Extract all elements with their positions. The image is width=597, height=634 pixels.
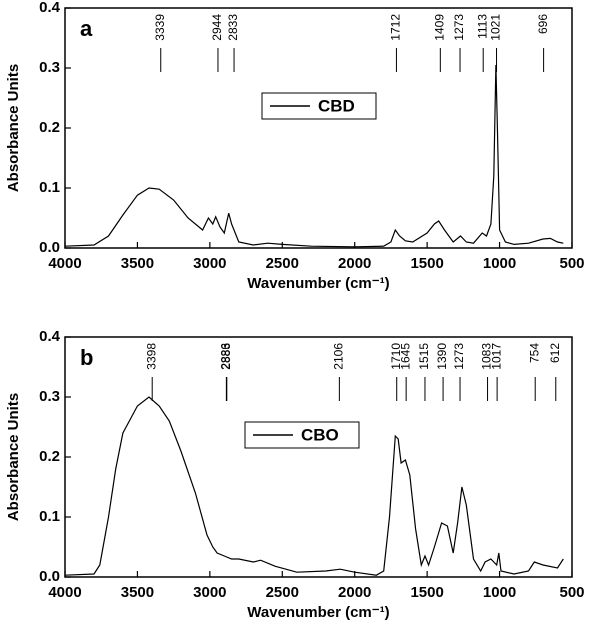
x-tick-label: 1500 [410, 255, 443, 272]
x-tick-label: 1000 [483, 584, 516, 601]
peak-label: 2944 [210, 14, 224, 41]
peak-label: 3339 [153, 14, 167, 41]
peak-label: 2833 [226, 14, 240, 41]
x-tick-label: 2500 [266, 255, 299, 272]
peak-label: 3398 [144, 343, 158, 370]
y-tick-label: 0.2 [39, 119, 60, 136]
peak-label: 2886 [219, 343, 233, 370]
y-tick-label: 0.0 [39, 239, 60, 256]
x-tick-label: 2500 [266, 584, 299, 601]
x-tick-label: 3500 [121, 584, 154, 601]
peak-label: 612 [548, 343, 562, 363]
peak-label: 1645 [398, 343, 412, 370]
peak-label: 1021 [489, 14, 503, 41]
plot-frame [64, 336, 573, 578]
peak-label: 754 [527, 343, 541, 363]
peak-label: 1515 [417, 343, 431, 370]
y-tick-label: 0.1 [39, 179, 60, 196]
legend-label: CBO [301, 425, 339, 444]
x-tick-label: 1500 [410, 584, 443, 601]
x-tick-label: 500 [559, 584, 584, 601]
x-axis-label: Wavenumber (cm⁻¹) [247, 604, 389, 621]
x-tick-label: 500 [559, 255, 584, 272]
peak-label: 1710 [389, 343, 403, 370]
peak-label: 1390 [435, 343, 449, 370]
y-axis-label: Absorbance Units [5, 64, 22, 192]
peak-label: 1017 [489, 343, 503, 370]
legend-label: CBD [318, 96, 355, 115]
y-axis-label: Absorbance Units [5, 393, 22, 521]
peak-label: 696 [536, 14, 550, 34]
peak-label: 1083 [480, 343, 494, 370]
panel-label: b [80, 345, 93, 370]
x-tick-label: 3500 [121, 255, 154, 272]
x-tick-label: 4000 [48, 584, 81, 601]
y-tick-label: 0.2 [39, 448, 60, 465]
x-tick-label: 1000 [483, 255, 516, 272]
spectrum-line [64, 396, 564, 576]
y-tick-label: 0.1 [39, 508, 60, 525]
y-tick-label: 0.4 [39, 0, 61, 16]
y-tick-label: 0.3 [39, 59, 60, 76]
x-tick-label: 2000 [338, 255, 371, 272]
y-tick-label: 0.4 [39, 328, 61, 345]
panel-label: a [80, 16, 93, 41]
plot-frame [64, 7, 573, 249]
peak-label: 2106 [332, 343, 346, 370]
peak-label: 1113 [475, 14, 489, 39]
x-tick-label: 4000 [48, 255, 81, 272]
peak-label: 1712 [389, 14, 403, 41]
x-tick-label: 3000 [193, 584, 226, 601]
x-tick-label: 2000 [338, 584, 371, 601]
spectrum-line [64, 64, 564, 248]
y-tick-label: 0.0 [39, 568, 60, 585]
peak-label: 1273 [452, 14, 466, 41]
x-axis-label: Wavenumber (cm⁻¹) [247, 275, 389, 292]
x-tick-label: 3000 [193, 255, 226, 272]
peak-label: 2883 [219, 343, 233, 370]
peak-label: 1409 [432, 14, 446, 41]
peak-label: 1273 [452, 343, 466, 370]
y-tick-label: 0.3 [39, 388, 60, 405]
